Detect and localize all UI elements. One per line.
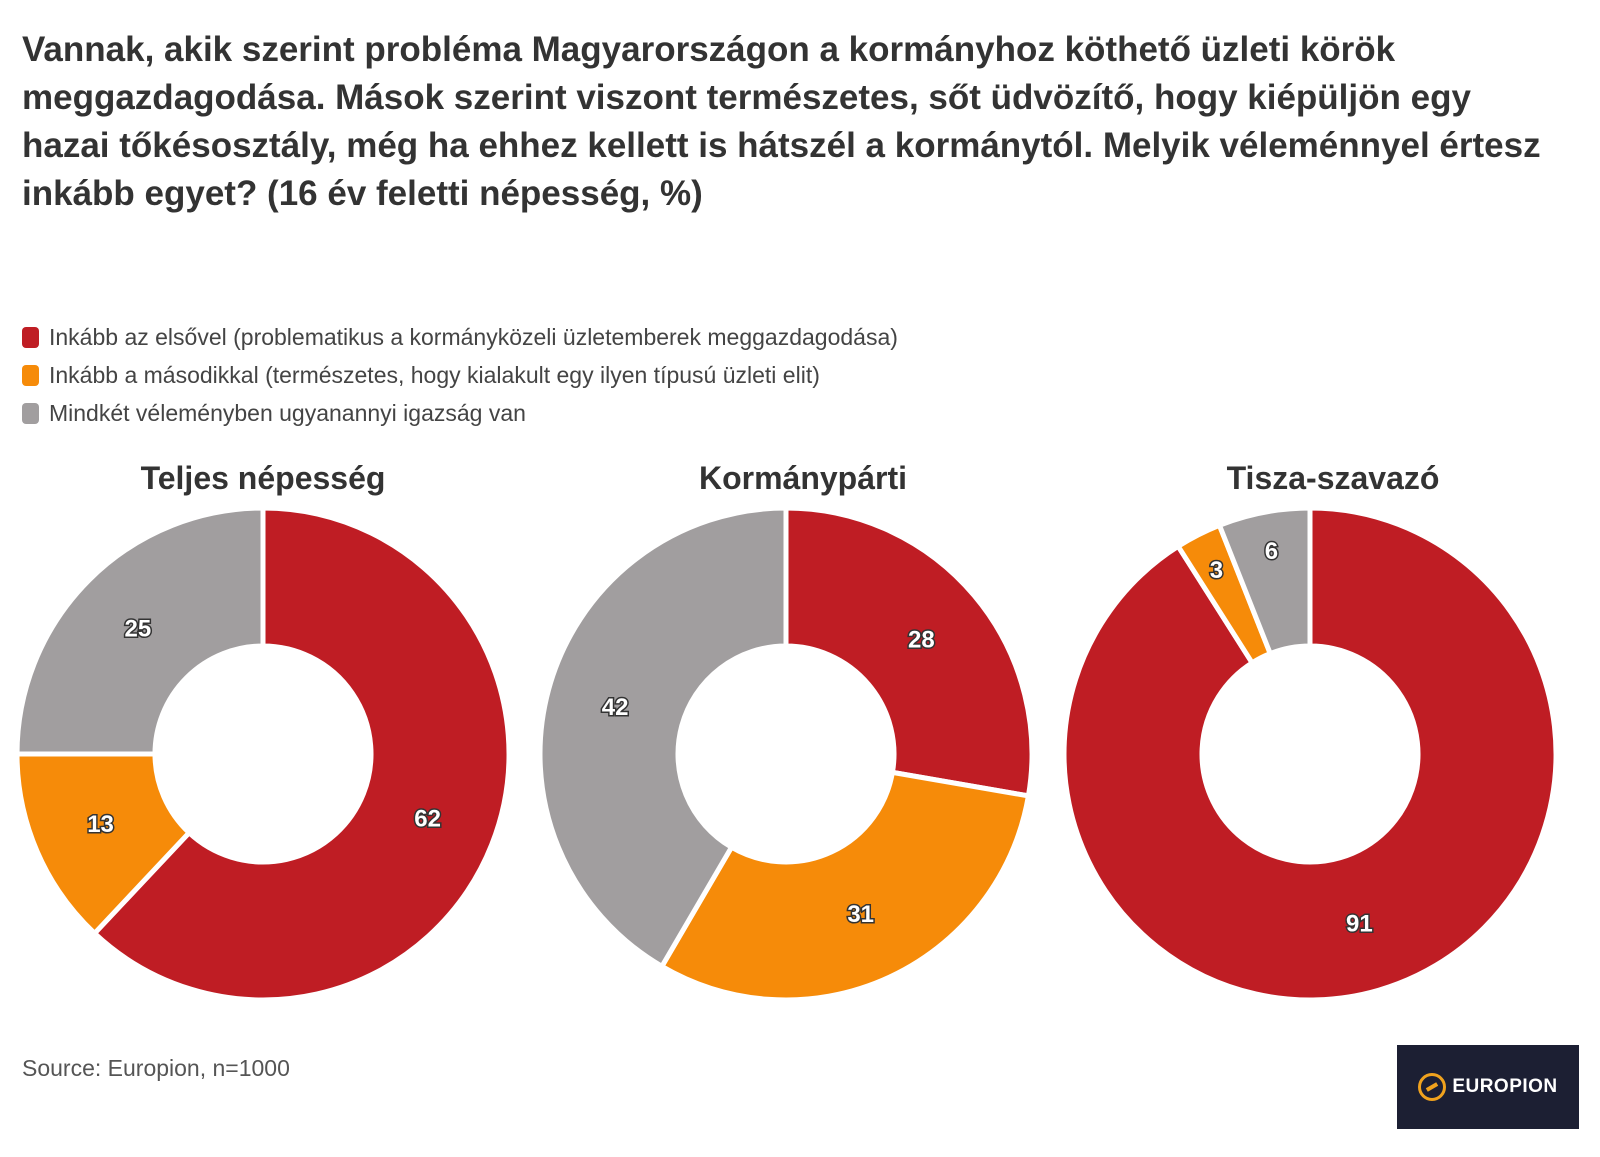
donut-slice-both [537,505,789,969]
donut-slice-first [1061,505,1559,1003]
legend-swatch-orange [22,364,39,386]
legend-label: Inkább az elsővel (problematikus a kormá… [49,323,898,350]
donut-data-label: 13 [87,811,114,838]
donut-slice-second [14,751,192,936]
donut-slice-first [783,505,1035,799]
donut-title-government: Kormánypárti [698,460,908,496]
donut-slice-both [1216,505,1313,657]
donut-data-label: 42 [602,694,629,721]
donut-data-label: 28 [908,626,935,653]
donut-title-total: Teljes népesség [140,460,386,496]
source-note: Source: Europion, n=1000 [22,1055,290,1081]
legend: Inkább az elsővel (problematikus a kormá… [22,318,898,432]
donut-data-label: 62 [414,806,441,833]
europion-logo: EUROPION [1397,1045,1579,1129]
donut-data-label: 31 [847,901,874,928]
donut-title-tisza: Tisza-szavazó [1226,460,1440,496]
chart-title: Vannak, akik szerint probléma Magyarorsz… [22,30,1541,213]
donut-data-label: 6 [1265,538,1278,565]
europion-logo-icon [1418,1073,1447,1101]
logo-text: EUROPION [1452,1076,1558,1097]
legend-item-both: Mindkét véleményben ugyanannyi igazság v… [22,394,898,432]
donut-data-label: 3 [1210,557,1223,584]
donut-data-label: 25 [124,615,151,642]
legend-item-first: Inkább az elsővel (problematikus a kormá… [22,318,898,356]
donut-slice-first [92,505,512,1003]
donut-data-label: 91 [1346,910,1373,937]
donut-slice-both [14,505,266,757]
donut-slice-second [659,769,1031,1003]
legend-swatch-red [22,326,39,348]
legend-label: Inkább a másodikkal (természetes, hogy k… [49,361,820,388]
legend-item-second: Inkább a másodikkal (természetes, hogy k… [22,356,898,394]
legend-swatch-gray [22,402,39,424]
legend-label: Mindkét véleményben ugyanannyi igazság v… [49,399,526,426]
